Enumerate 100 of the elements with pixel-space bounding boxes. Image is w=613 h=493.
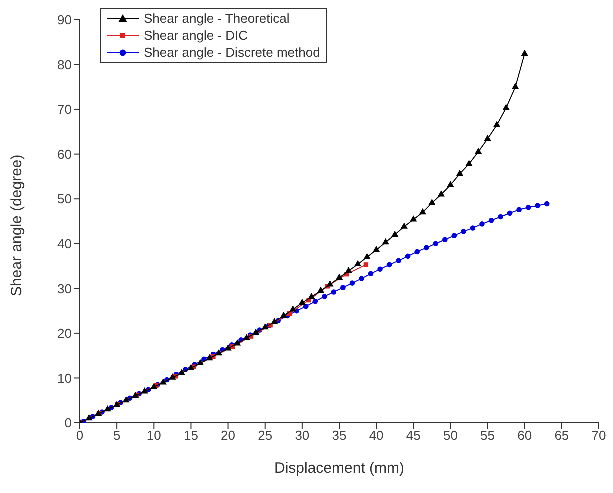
x-tick-label: 5: [113, 428, 121, 444]
point: [150, 383, 158, 390]
point: [442, 237, 448, 242]
point: [322, 294, 328, 300]
y-tick-label: 40: [58, 236, 72, 252]
point: [470, 226, 476, 231]
y-tick-label: 60: [58, 146, 72, 162]
point: [132, 392, 140, 398]
point: [474, 148, 482, 154]
y-tick-label: 20: [58, 326, 72, 342]
point: [373, 246, 380, 252]
x-tick-label: 45: [406, 428, 421, 444]
point: [382, 238, 390, 245]
x-tick-label: 10: [146, 428, 162, 444]
point: [493, 121, 501, 128]
point: [410, 216, 418, 222]
point: [308, 293, 316, 300]
x-tick-label: 35: [332, 428, 347, 444]
point: [480, 222, 485, 227]
point: [396, 258, 402, 264]
point: [419, 208, 426, 215]
legend-label: Shear angle - Discrete method: [144, 44, 320, 61]
x-tick-label: 65: [554, 428, 570, 444]
point: [243, 334, 250, 340]
point: [378, 266, 383, 272]
x-tick-label: 25: [258, 428, 273, 444]
point: [178, 369, 186, 376]
point: [466, 160, 473, 166]
point: [271, 318, 278, 324]
point: [484, 134, 492, 142]
point: [364, 262, 369, 268]
point: [196, 359, 204, 366]
y-tick-label: 90: [58, 12, 72, 28]
point: [498, 214, 504, 220]
point: [345, 267, 352, 274]
point: [141, 388, 148, 394]
point: [452, 233, 458, 238]
x-tick-label: 0: [76, 428, 84, 444]
point: [262, 324, 269, 330]
point: [104, 405, 112, 412]
point: [326, 280, 334, 287]
point: [368, 271, 374, 277]
point: [206, 354, 214, 361]
point: [438, 190, 446, 197]
point: [234, 340, 242, 346]
point: [512, 83, 520, 90]
x-tick-label: 40: [369, 428, 384, 444]
point: [298, 298, 306, 306]
point: [405, 254, 411, 260]
y-axis-title: Shear angle (degree): [8, 154, 26, 296]
point: [303, 304, 309, 310]
point: [354, 260, 362, 267]
point: [507, 210, 513, 216]
point: [160, 378, 167, 385]
legend-label: Shear angle - Theoretical: [144, 10, 290, 27]
point: [331, 290, 337, 295]
point: [433, 241, 439, 247]
point: [516, 207, 522, 212]
point: [169, 374, 176, 380]
point: [488, 218, 494, 224]
point: [392, 230, 399, 237]
point: [280, 312, 288, 318]
y-tick-label: 0: [64, 416, 72, 431]
point: [414, 249, 420, 255]
point: [364, 253, 371, 260]
point: [456, 170, 464, 176]
point: [350, 280, 356, 286]
point: [188, 364, 195, 370]
y-tick-label: 50: [58, 192, 72, 207]
point: [386, 262, 392, 268]
point: [428, 199, 436, 206]
x-tick-label: 15: [184, 428, 198, 444]
point: [86, 414, 93, 421]
point: [340, 285, 346, 290]
x-tick-label: 30: [295, 428, 310, 444]
point: [535, 203, 540, 208]
y-tick-label: 70: [58, 102, 72, 118]
x-tick-label: 55: [480, 428, 496, 444]
point: [544, 201, 550, 207]
point: [502, 104, 510, 110]
point: [447, 181, 454, 188]
x-tick-label: 60: [518, 428, 532, 444]
point: [317, 286, 325, 293]
x-tick-label: 20: [221, 428, 236, 444]
point: [252, 328, 260, 336]
point: [424, 245, 430, 251]
point: [526, 204, 532, 210]
y-tick-label: 80: [58, 57, 72, 72]
x-axis-title: Displacement (mm): [274, 460, 405, 477]
point: [400, 222, 408, 229]
point: [312, 299, 318, 304]
legend-label: Shear angle - DIC: [144, 27, 248, 44]
x-tick-label: 70: [592, 428, 606, 444]
point: [290, 306, 297, 312]
y-tick-label: 30: [58, 281, 72, 296]
point: [336, 274, 344, 280]
x-tick-label: 50: [443, 428, 458, 444]
point: [122, 396, 130, 403]
point: [215, 349, 223, 356]
point: [224, 344, 232, 351]
